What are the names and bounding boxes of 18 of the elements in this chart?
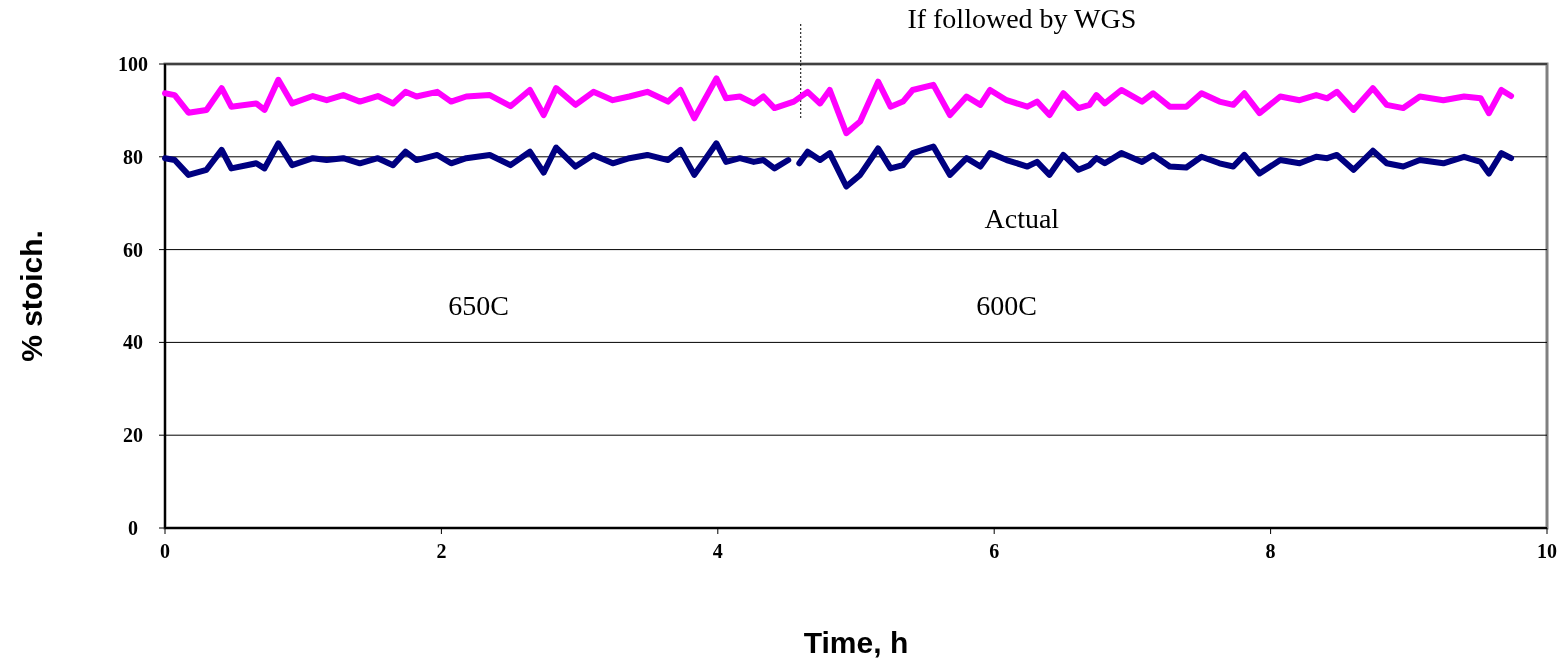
x-tick-label: 10 xyxy=(1537,540,1557,562)
series-label: If followed by WGS xyxy=(907,3,1137,34)
y-tick-label: 60 xyxy=(123,238,143,261)
y-tick-label: 20 xyxy=(123,424,143,447)
x-tick-label: 2 xyxy=(436,540,447,562)
x-tick-label: 4 xyxy=(712,540,723,562)
y-tick-label: 40 xyxy=(123,331,143,354)
y-axis-title: % stoich. xyxy=(15,230,48,362)
annotation: 600C xyxy=(976,289,1037,321)
x-tick-label: 6 xyxy=(989,540,1000,562)
x-tick-label: 0 xyxy=(160,540,170,562)
x-axis-title: Time, h xyxy=(803,626,909,659)
y-tick-label: 100 xyxy=(118,53,148,75)
x-tick-label: 8 xyxy=(1265,540,1276,562)
y-tick-label: 0 xyxy=(128,517,138,539)
y-tick-label: 80 xyxy=(123,145,143,168)
series-label: Actual xyxy=(984,203,1060,235)
annotation: 650C xyxy=(448,289,510,321)
